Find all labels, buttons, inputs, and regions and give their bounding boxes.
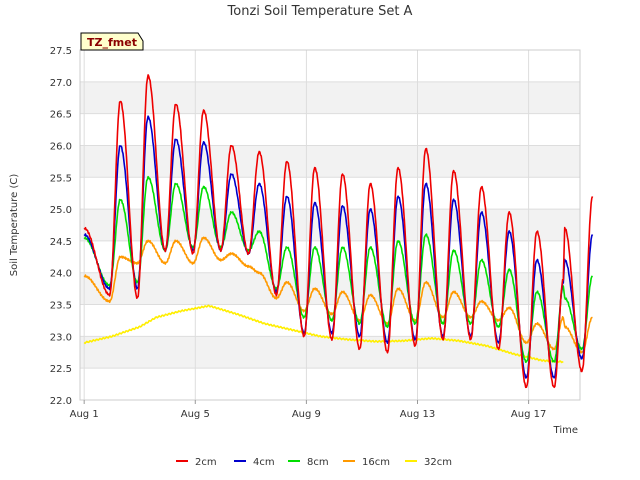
- y-tick-label: 24.5: [50, 237, 72, 248]
- plot-bands: [80, 81, 580, 369]
- series-line-8cm: [83, 175, 594, 363]
- plot-band: [80, 145, 580, 178]
- series-line-2cm: [83, 74, 594, 389]
- legend-label-8cm: 8cm: [307, 457, 329, 468]
- y-tick-label: 27.5: [50, 46, 72, 57]
- y-tick-label: 25.5: [50, 173, 72, 184]
- legend-label-16cm: 16cm: [362, 457, 390, 468]
- y-tick-label: 26.5: [50, 110, 72, 121]
- x-tick-label: Aug 13: [400, 409, 435, 420]
- plot-band: [80, 209, 580, 241]
- y-tick-label: 27.0: [50, 78, 72, 89]
- y-tick-label: 23.0: [50, 332, 72, 343]
- site-badge-label: TZ_fmet: [87, 36, 137, 49]
- series-lines: [83, 74, 594, 389]
- y-tick-label: 22.0: [50, 396, 72, 407]
- y-tick-label: 23.5: [50, 301, 72, 312]
- y-tick-label: 25.0: [50, 205, 72, 216]
- y-tick-label: 24.0: [50, 269, 72, 280]
- x-tick-label: Aug 1: [70, 409, 99, 420]
- chart-title: Tonzi Soil Temperature Set A: [227, 4, 413, 19]
- site-badge-box: [80, 32, 144, 51]
- x-tick-label: Aug 9: [292, 409, 321, 420]
- plot-band: [80, 81, 580, 114]
- plot-band: [80, 272, 580, 305]
- x-axis-label: Time: [553, 425, 578, 436]
- x-axis-ticks: Aug 1 Aug 5 Aug 9 Aug 13 Aug 17: [70, 400, 546, 420]
- legend-label-2cm: 2cm: [195, 457, 217, 468]
- legend-label-4cm: 4cm: [253, 457, 275, 468]
- legend: 2cm 4cm 8cm 16cm 32cm: [176, 457, 452, 468]
- y-axis-label: Soil Temperature (C): [9, 174, 20, 277]
- site-badge: TZ_fmet: [80, 32, 144, 51]
- x-tick-label: Aug 5: [181, 409, 210, 420]
- series-line-16cm: [83, 236, 593, 354]
- y-axis-ticks: 22.0 22.5 23.0 23.5 24.0 24.5 25.0 25.5 26.0 26.5…: [50, 46, 72, 407]
- legend-label-32cm: 32cm: [424, 457, 452, 468]
- y-tick-label: 26.0: [50, 141, 72, 152]
- series-line-32cm: [83, 304, 564, 364]
- y-tick-label: 22.5: [50, 364, 72, 375]
- x-tick-label: Aug 17: [511, 409, 546, 420]
- plot-area-frame: [79, 49, 581, 401]
